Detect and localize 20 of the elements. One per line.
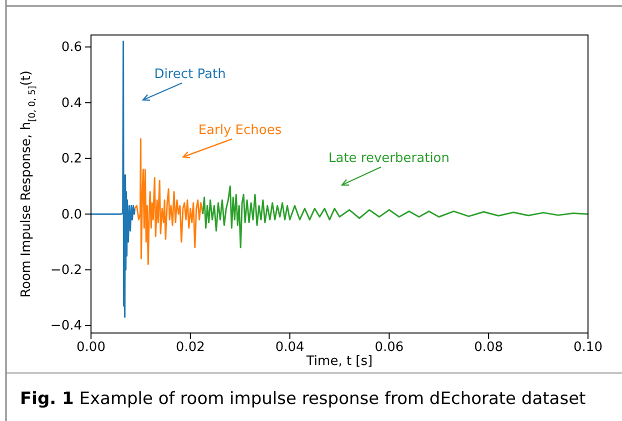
annotation: Direct Path xyxy=(154,67,226,82)
x-tick-label: 0.04 xyxy=(275,340,304,356)
x-tick-label: 0.08 xyxy=(474,340,504,356)
y-tick-label: 0.4 xyxy=(61,96,82,111)
y-tick-label: 0.0 xyxy=(61,207,82,222)
caption: Fig. 1 Example of room impulse response from dEchorate dataset xyxy=(20,389,586,409)
annotation: Early Echoes xyxy=(198,123,282,138)
y-tick-label: −0.2 xyxy=(50,262,82,278)
line-series xyxy=(202,185,589,248)
annotation: Late reverberation xyxy=(328,151,450,166)
line-series xyxy=(90,40,136,318)
y-tick-label: −0.4 xyxy=(50,318,82,334)
x-tick-label: 0.00 xyxy=(76,340,106,356)
x-tick-label: 0.10 xyxy=(574,340,602,356)
x-tick-label: 0.02 xyxy=(176,340,205,356)
y-tick-label: 0.6 xyxy=(61,40,82,56)
line-series xyxy=(134,138,204,265)
y-tick-label: 0.2 xyxy=(61,152,82,167)
x-tick-label: 0.06 xyxy=(374,340,404,356)
x-axis-title: Time, t [s] xyxy=(305,354,373,369)
